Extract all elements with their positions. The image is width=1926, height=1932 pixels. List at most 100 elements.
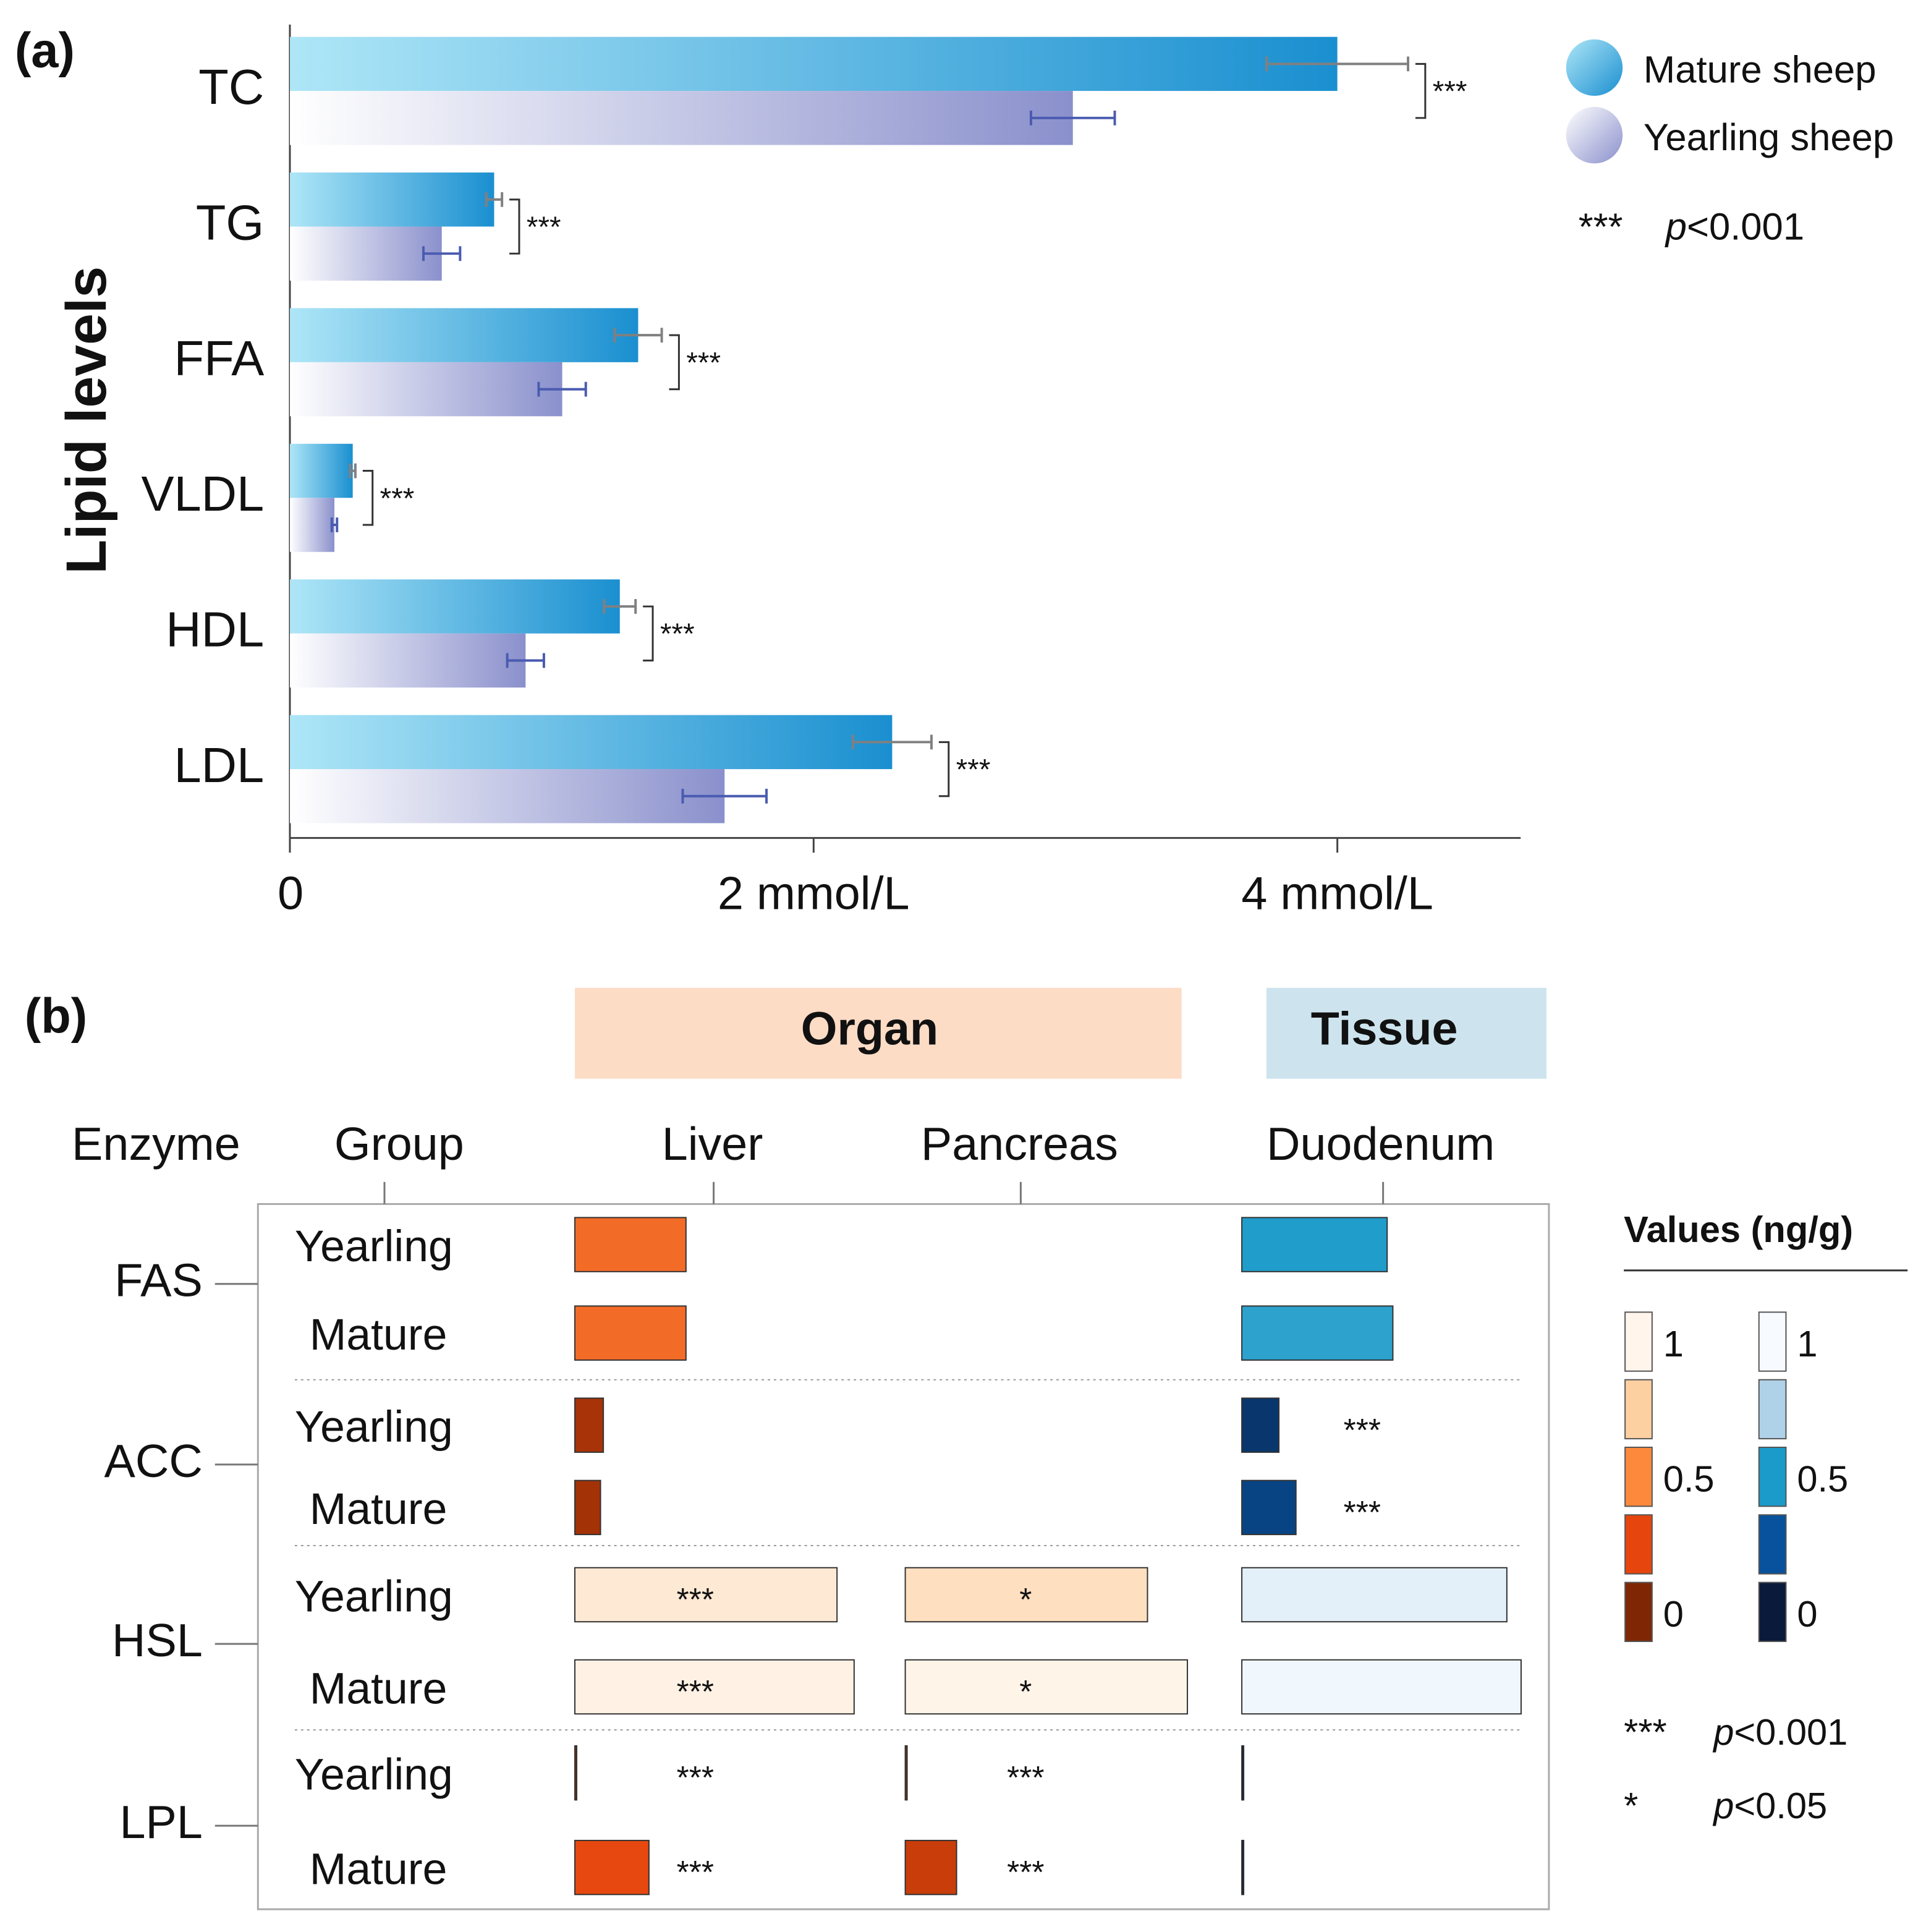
legend-swatch — [1758, 1447, 1787, 1507]
heat-bar — [574, 1479, 601, 1536]
legend-swatch — [1624, 1311, 1653, 1372]
significance-label: *** — [1433, 75, 1467, 108]
legend-swatch — [1758, 1514, 1787, 1575]
significance-bracket — [669, 334, 680, 391]
heat-bar — [1241, 1305, 1394, 1361]
heat-bar — [1241, 1479, 1297, 1536]
column-header: Duodenum — [1266, 1118, 1495, 1170]
error-bar — [603, 599, 637, 614]
bar — [289, 498, 335, 552]
group-box — [1266, 987, 1546, 1079]
category-label: TG — [196, 195, 264, 250]
bar — [289, 769, 725, 823]
category-label: TC — [198, 59, 264, 114]
category-label: FFA — [174, 331, 265, 386]
group-label: Yearling — [295, 1222, 453, 1271]
heat-bar — [574, 1567, 838, 1623]
p-stars: *** — [1624, 1711, 1667, 1753]
p-note: *** p<0.001 — [1579, 206, 1804, 249]
p-stars: * — [1624, 1785, 1638, 1826]
heat-bar — [904, 1839, 957, 1896]
category-label: LDL — [174, 738, 264, 793]
error-bar — [851, 734, 933, 750]
p-symbol: p — [1712, 1785, 1734, 1826]
heat-bar — [1241, 1397, 1280, 1453]
legend-title: Values (ng/g) — [1624, 1209, 1853, 1250]
p-note: * p<0.05 — [1624, 1785, 1827, 1826]
legend-label: Mature sheep — [1644, 49, 1877, 91]
heat-bar — [1241, 1567, 1508, 1623]
group-label: Tissue — [1311, 1003, 1458, 1055]
significance-label: *** — [677, 1581, 714, 1617]
heat-bar — [1241, 1745, 1245, 1801]
y-axis-label: Lipid levels — [55, 266, 118, 574]
error-bar — [422, 246, 462, 262]
p-symbol: p — [1665, 206, 1687, 249]
category-label: HDL — [166, 602, 264, 657]
bar — [289, 715, 893, 770]
legend-swatch — [1758, 1581, 1787, 1642]
heat-bar — [574, 1217, 687, 1272]
group-label: Yearling — [295, 1572, 453, 1621]
p-stars: *** — [1579, 206, 1623, 249]
x-tick-label: 2 mmol/L — [718, 868, 909, 920]
significance-bracket — [938, 741, 950, 798]
bar — [289, 91, 1073, 145]
enzyme-label: ACC — [104, 1436, 202, 1487]
legend-tick-label: 0.5 — [1797, 1458, 1848, 1499]
significance-label: *** — [1344, 1494, 1381, 1530]
bar — [289, 172, 494, 227]
error-bar — [506, 653, 545, 668]
p-threshold: <0.05 — [1734, 1785, 1827, 1826]
significance-bracket — [1415, 62, 1427, 119]
enzyme-label: LPL — [120, 1797, 203, 1849]
x-tick-label: 4 mmol/L — [1241, 868, 1433, 920]
heat-bar — [574, 1305, 687, 1361]
legend-swatch — [1566, 106, 1623, 164]
table-frame — [257, 1203, 1550, 1910]
error-bar — [1029, 110, 1116, 126]
significance-label: *** — [1007, 1854, 1044, 1890]
panel-label: (a) — [15, 22, 75, 77]
column-header: Group — [334, 1118, 464, 1170]
heat-bar — [574, 1839, 650, 1896]
bar — [289, 36, 1338, 91]
significance-label: * — [1019, 1674, 1032, 1709]
enzyme-label: HSL — [112, 1615, 203, 1667]
bar — [289, 633, 526, 688]
bar — [289, 308, 638, 362]
group-label: Mature — [310, 1844, 448, 1894]
significance-label: * — [1019, 1581, 1032, 1617]
group-label: Organ — [801, 1003, 938, 1055]
group-label: Mature — [310, 1664, 448, 1713]
significance-label: *** — [380, 482, 415, 515]
legend-tick-label: 1 — [1663, 1323, 1684, 1364]
panel-label: (b) — [25, 988, 87, 1043]
significance-bracket — [362, 470, 374, 526]
significance-label: *** — [1344, 1412, 1381, 1448]
bar — [289, 579, 620, 634]
p-threshold: <0.001 — [1734, 1711, 1848, 1753]
heat-bar — [574, 1397, 605, 1453]
heat-bar — [1241, 1659, 1522, 1715]
legend-swatch — [1624, 1514, 1653, 1575]
legend-swatch — [1758, 1311, 1787, 1372]
significance-label: *** — [677, 1674, 714, 1709]
heat-bar — [904, 1659, 1189, 1715]
significance-label: *** — [956, 754, 991, 786]
error-bar — [613, 328, 663, 343]
significance-label: *** — [677, 1760, 714, 1795]
error-bar — [1265, 56, 1410, 72]
significance-label: *** — [660, 618, 695, 650]
group-label: Mature — [310, 1310, 448, 1360]
significance-label: *** — [677, 1854, 714, 1890]
significance-bracket — [643, 605, 654, 662]
column-header: Pancreas — [921, 1118, 1118, 1170]
column-header: Enzyme — [72, 1118, 240, 1170]
legend-swatch — [1566, 39, 1623, 96]
legend-swatch — [1624, 1379, 1653, 1440]
heat-bar — [574, 1745, 578, 1801]
heat-bar — [574, 1659, 855, 1715]
